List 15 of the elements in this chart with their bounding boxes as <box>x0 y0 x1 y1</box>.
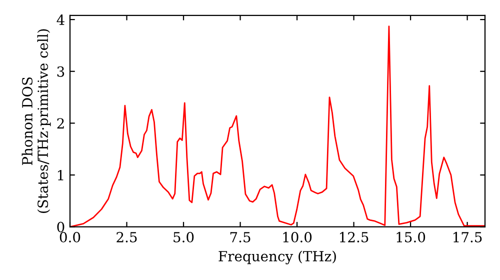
x-tick-label: 10.0 <box>283 232 312 242</box>
x-tick-label: 2.5 <box>116 232 137 242</box>
x-tick-label: 12.5 <box>340 232 368 242</box>
x-axis-title: Frequency (THz) <box>218 250 336 264</box>
y-tick-label: 3 <box>57 66 64 77</box>
x-tick-label: 15.0 <box>396 232 426 242</box>
x-tick-label: 0.0 <box>60 232 80 242</box>
x-tick-label: 17.5 <box>454 232 482 242</box>
x-tick-label: 5.0 <box>174 232 194 242</box>
x-tick-label: 7.5 <box>230 232 250 242</box>
y-tick-label: 1 <box>58 170 64 180</box>
y-tick-label: 0 <box>57 222 64 232</box>
y-tick-label: 4 <box>56 14 64 25</box>
y-axis-title: Phonon DOS (States/THz·primitive cell) <box>22 29 51 213</box>
y-tick-label: 2 <box>57 118 64 128</box>
